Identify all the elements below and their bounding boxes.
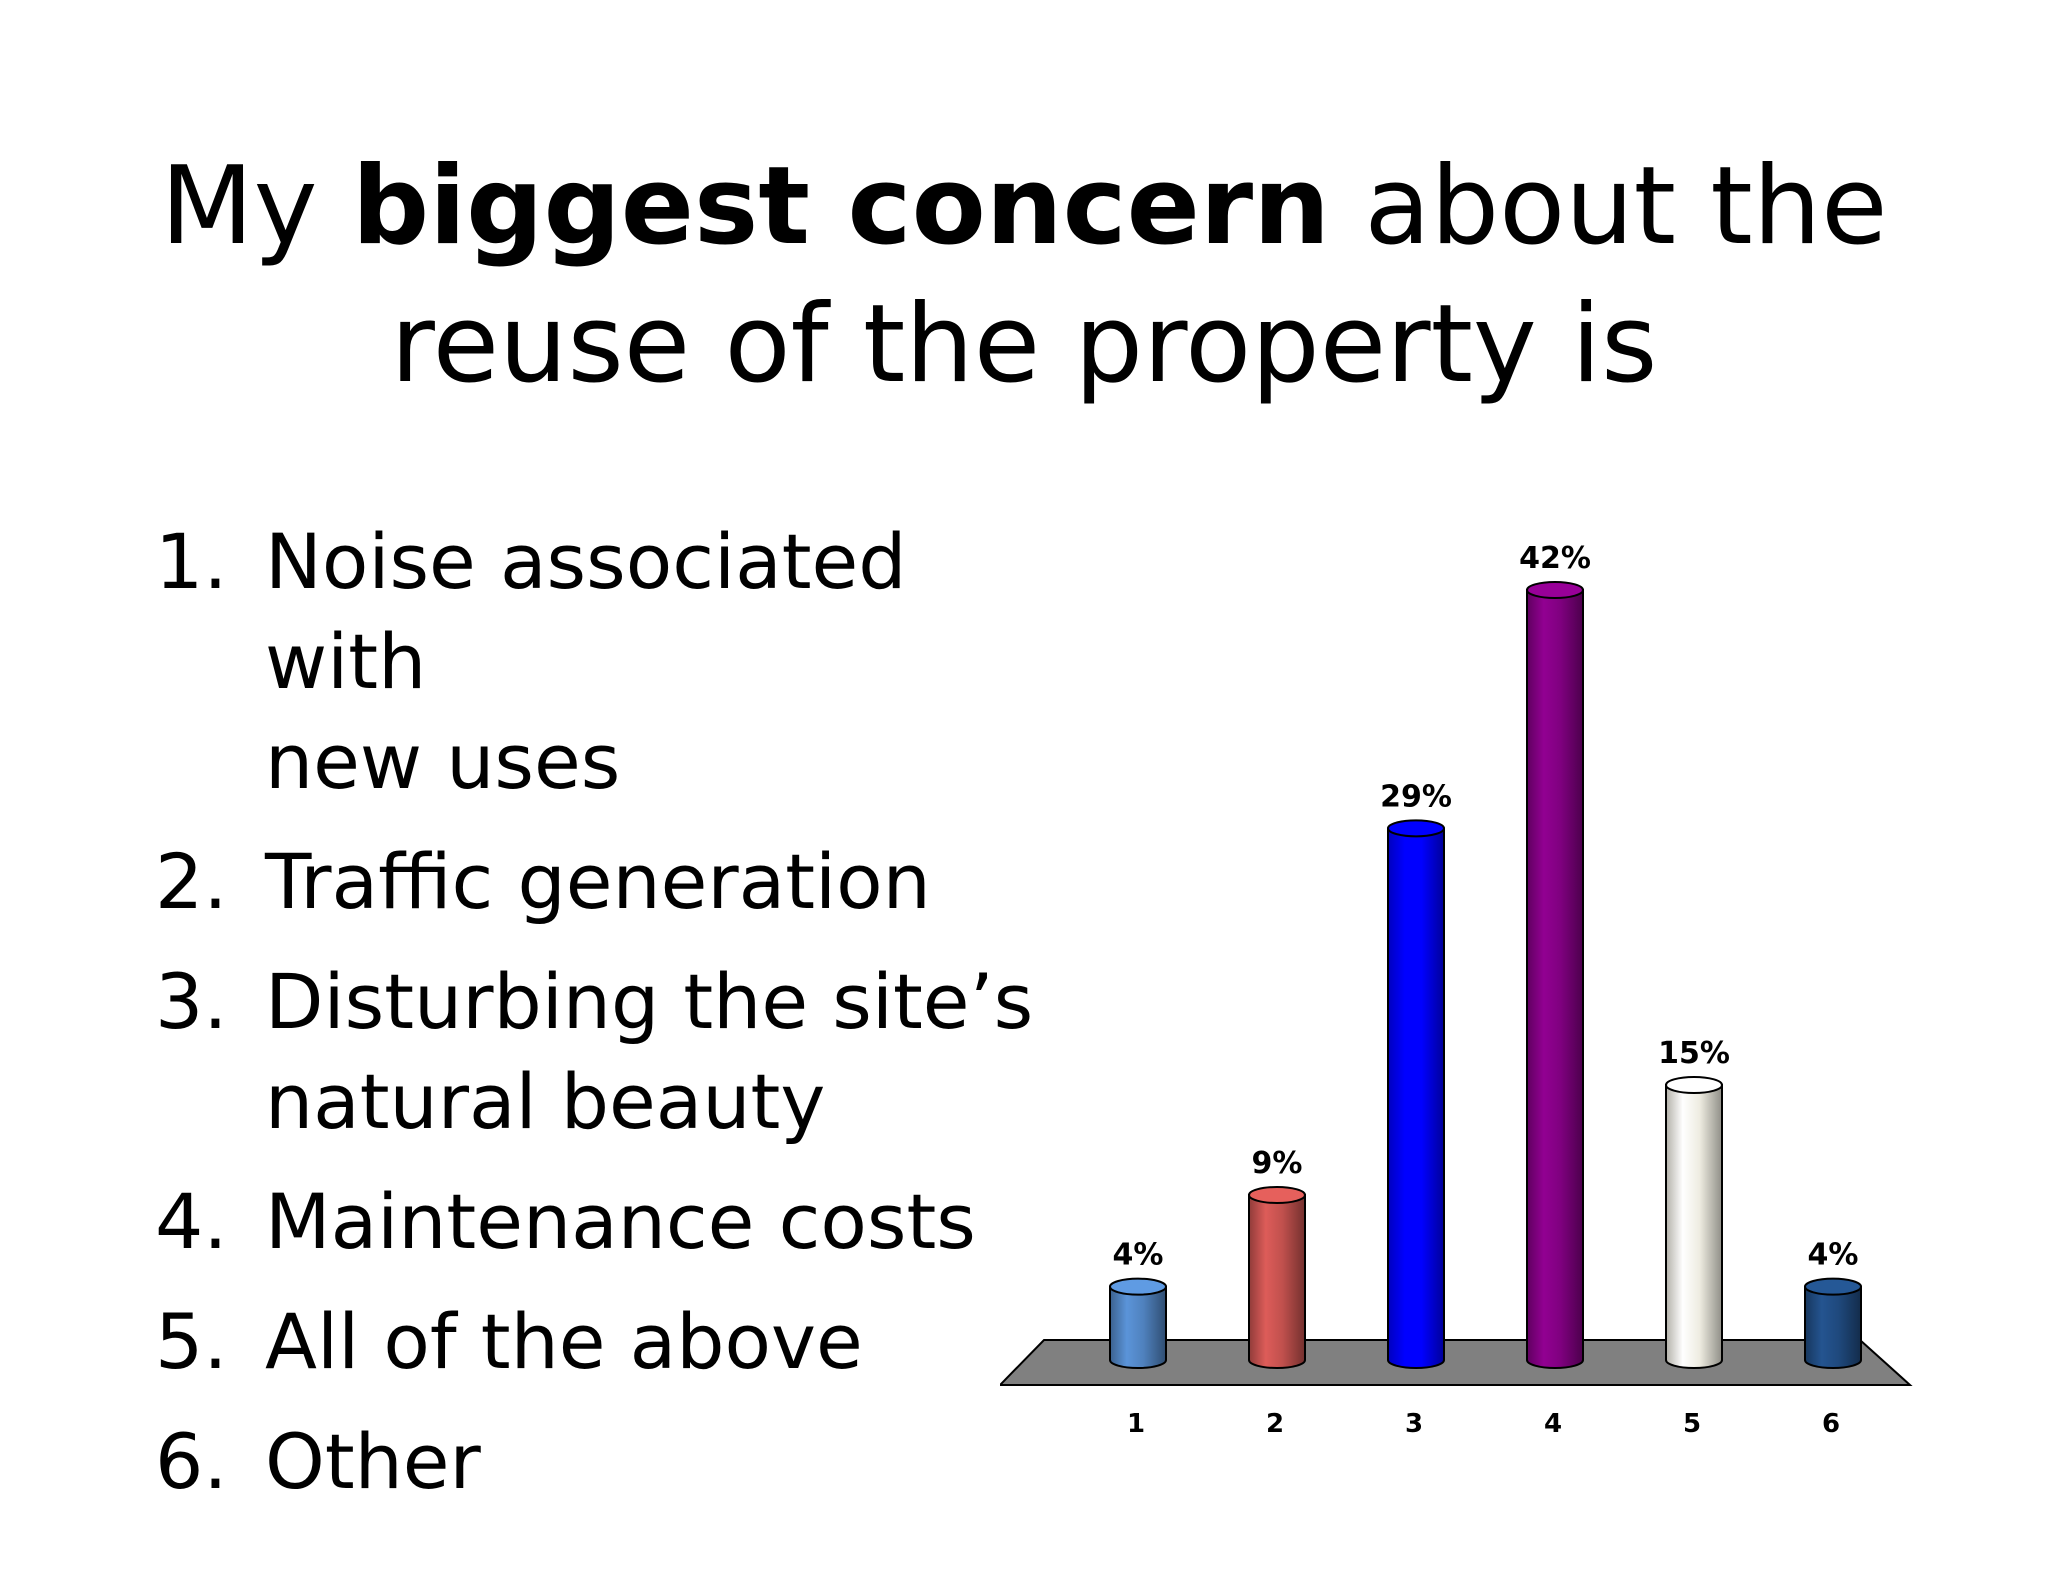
bar-2 (1248, 1194, 1306, 1369)
value-label-1: 4% (1113, 1238, 1164, 1273)
option-4: 4. Maintenance costs (155, 1172, 1065, 1272)
option-number: 6. (155, 1417, 228, 1506)
bar-top-4 (1526, 581, 1584, 599)
option-5: 5. All of the above (155, 1292, 1065, 1392)
category-label-1: 1 (1127, 1409, 1145, 1439)
option-number: 3. (155, 957, 228, 1046)
option-text: Disturbing the site’s natural beauty (265, 957, 1034, 1146)
category-label-2: 2 (1266, 1409, 1284, 1439)
title-line-1: My biggest concern about the (160, 144, 1888, 269)
slide-title: My biggest concern about the reuse of th… (0, 138, 2048, 414)
bar-6 (1804, 1285, 1862, 1369)
option-1: 1. Noise associated with new uses (155, 512, 1065, 812)
bar-5 (1665, 1084, 1723, 1369)
bar-top-3 (1387, 819, 1445, 838)
value-label-4: 42% (1519, 541, 1591, 576)
value-label-3: 29% (1380, 779, 1452, 814)
category-label-4: 4 (1544, 1409, 1562, 1439)
option-2: 2. Traffic generation (155, 832, 1065, 932)
bar-chart: 4% 1 9% 2 29% 3 42% 4 15% 5 4% 6 (1000, 541, 1913, 1439)
category-label-6: 6 (1822, 1409, 1840, 1439)
option-number: 5. (155, 1297, 228, 1386)
value-label-6: 4% (1808, 1238, 1859, 1273)
bar-1 (1109, 1285, 1167, 1369)
category-label-3: 3 (1405, 1409, 1423, 1439)
bar-4 (1526, 589, 1584, 1369)
option-text: Maintenance costs (265, 1177, 976, 1266)
bar-top-1 (1109, 1277, 1167, 1296)
option-text: Noise associated with new uses (265, 517, 907, 806)
answer-options: 1. Noise associated with new uses 2. Traf… (155, 512, 1065, 1532)
option-text: Other (265, 1417, 481, 1506)
category-label-5: 5 (1683, 1409, 1701, 1439)
option-number: 4. (155, 1177, 228, 1266)
option-text: Traffic generation (265, 837, 931, 926)
title-emphasis: biggest concern (351, 144, 1331, 269)
option-3: 3. Disturbing the site’s natural beauty (155, 952, 1065, 1152)
bar-3 (1387, 827, 1445, 1369)
value-label-2: 9% (1252, 1146, 1303, 1181)
bar-top-2 (1248, 1186, 1306, 1204)
bar-top-6 (1804, 1277, 1862, 1296)
option-6: 6. Other (155, 1412, 1065, 1512)
title-line-2: reuse of the property is (390, 282, 1658, 407)
option-number: 1. (155, 517, 228, 606)
option-number: 2. (155, 837, 228, 926)
option-text: All of the above (265, 1297, 863, 1386)
value-label-5: 15% (1658, 1036, 1730, 1071)
bar-top-5 (1665, 1076, 1723, 1094)
